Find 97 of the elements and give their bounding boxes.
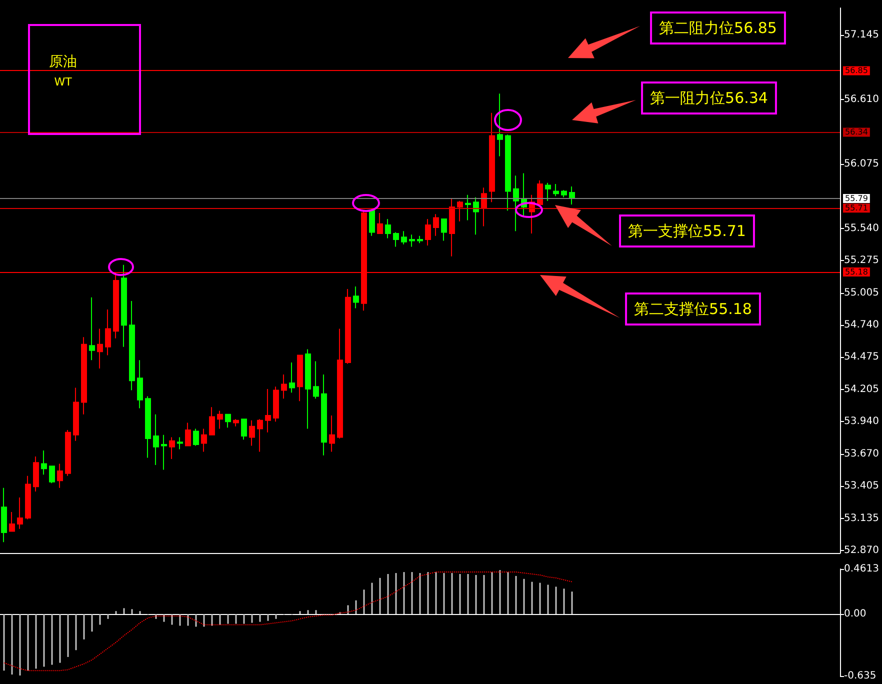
candlestick (257, 418, 263, 452)
candlestick (81, 336, 87, 415)
y-tick-label: 55.005 (844, 288, 880, 299)
candlestick (273, 386, 279, 422)
candlestick (225, 414, 231, 428)
candlestick (457, 200, 463, 222)
candlestick (393, 232, 399, 248)
annotation: 第一支撑位55.71 (628, 222, 746, 240)
candlestick (537, 180, 543, 206)
ref-line-label: 56.85 (845, 66, 868, 76)
candlestick (513, 175, 519, 232)
ref-line-label: 56.34 (845, 128, 868, 137)
candlestick (161, 434, 167, 470)
annotation: 第一阻力位56.34 (650, 89, 768, 107)
candlestick (441, 218, 447, 242)
candlestick (241, 418, 247, 440)
candlestick (345, 288, 351, 364)
candlestick (385, 218, 391, 239)
candlestick (417, 235, 423, 244)
candlestick (545, 182, 551, 202)
annotation: 第二阻力位56.85 (659, 19, 777, 37)
candlestick (313, 360, 319, 400)
y-tick-label: 57.145 (844, 30, 880, 41)
candlestick (57, 463, 63, 488)
candlestick (281, 374, 287, 400)
candlestick (553, 184, 559, 197)
candlestick (249, 420, 255, 446)
candlestick (561, 190, 567, 198)
y-tick-label: 56.075 (844, 158, 880, 170)
ref-line-label: 55.18 (845, 268, 868, 277)
candlestick (497, 93, 503, 157)
y-tick-label: 53.135 (844, 513, 880, 524)
candlestick (145, 396, 151, 458)
candlestick (89, 296, 95, 361)
candlestick (465, 194, 471, 221)
candlestick (473, 196, 479, 236)
candlestick (105, 308, 111, 356)
candlestick (25, 475, 31, 520)
candlestick (377, 212, 383, 234)
candlestick (209, 406, 215, 436)
candlestick (321, 374, 327, 456)
candlestick (409, 234, 415, 248)
candlestick (177, 436, 183, 450)
candlestick (153, 414, 159, 466)
candlestick (353, 286, 359, 309)
candlestick (289, 362, 295, 394)
candlestick (129, 300, 135, 391)
candlestick (65, 430, 71, 476)
ref-line-label: 55.79 (845, 194, 868, 204)
candlestick (9, 512, 15, 532)
candlestick (73, 387, 79, 442)
candlestick (569, 186, 575, 206)
candlestick (433, 214, 439, 236)
candlestick (17, 497, 23, 530)
y-tick-label: 53.940 (844, 416, 880, 428)
candlestick (369, 208, 375, 236)
candlestick (337, 328, 343, 439)
candlestick (305, 348, 311, 430)
annotation: 第二支撑位55.18 (634, 300, 752, 318)
candlestick (137, 360, 143, 409)
candlestick (505, 134, 511, 212)
candlestick (1, 487, 7, 543)
y-tick-label: 56.610 (844, 94, 880, 106)
y-tick-label: 52.870 (844, 545, 880, 556)
candlestick (97, 328, 103, 370)
y-tick-label: 0.4613 (844, 564, 880, 574)
annotation: WT (54, 76, 72, 88)
y-tick-label: 55.540 (844, 223, 880, 234)
candlestick (193, 428, 199, 446)
candlestick (49, 466, 55, 484)
candlestick (401, 230, 407, 245)
candlestick (329, 415, 335, 452)
candlestick (185, 422, 191, 446)
candlestick (121, 264, 127, 348)
candlestick (425, 218, 431, 246)
y-tick-label: 54.475 (844, 352, 880, 363)
candlestick (41, 450, 47, 476)
candlestick (489, 112, 495, 203)
annotation: 原油 (49, 54, 77, 70)
y-tick-label: 53.670 (844, 448, 880, 460)
candlestick (265, 388, 271, 433)
candlestick (233, 418, 239, 427)
candlestick (297, 354, 303, 402)
y-tick-label: -0.635 (844, 670, 876, 682)
y-tick-label: 0.00 (844, 608, 866, 620)
y-tick-label: 54.205 (844, 384, 880, 396)
y-tick-label: 55.275 (844, 255, 880, 266)
candlestick (169, 436, 175, 460)
candlestick (33, 456, 39, 492)
candlestick (201, 428, 207, 452)
candlestick (481, 187, 487, 227)
candlestick (449, 198, 455, 257)
line-series (4, 572, 573, 672)
ref-line-label: 55.71 (845, 204, 868, 213)
y-tick-label: 54.740 (844, 320, 880, 331)
candlestick (217, 410, 223, 430)
y-tick-label: 53.405 (844, 480, 880, 492)
